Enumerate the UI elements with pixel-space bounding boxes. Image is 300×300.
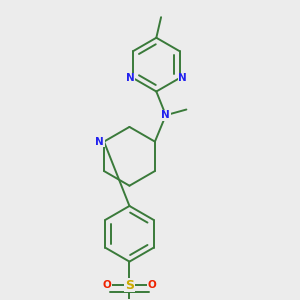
Text: O: O <box>103 280 111 290</box>
Text: N: N <box>126 73 135 83</box>
Text: N: N <box>178 73 187 83</box>
Text: N: N <box>95 136 104 147</box>
Text: N: N <box>161 110 170 120</box>
Text: S: S <box>125 279 134 292</box>
Text: O: O <box>148 280 156 290</box>
